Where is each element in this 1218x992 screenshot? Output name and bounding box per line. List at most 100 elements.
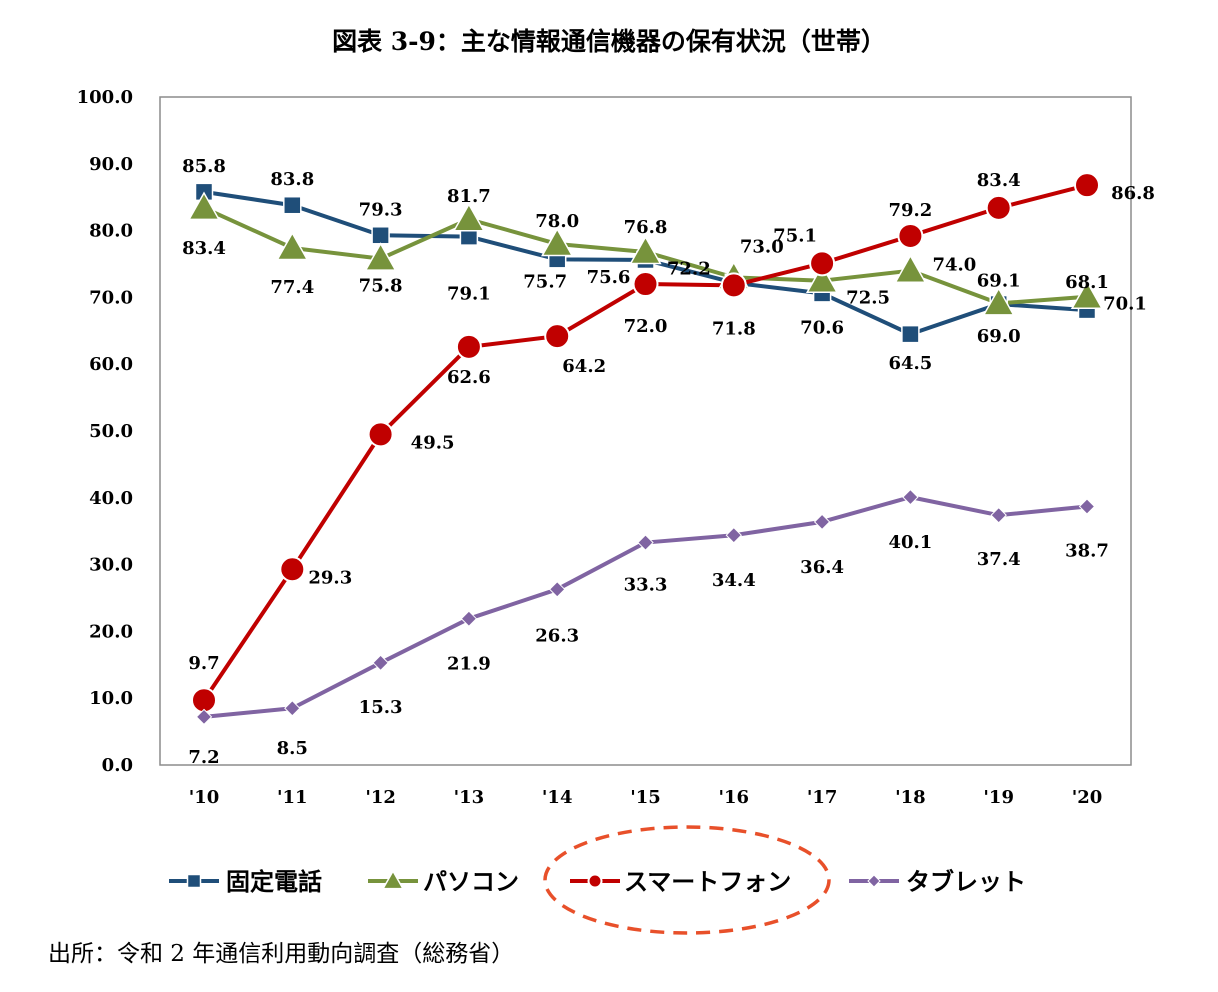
marker-pc bbox=[629, 235, 662, 265]
x-axis: '10 '11 '12 '13 '14 '15 '16 '17 '18 '19 '20 bbox=[189, 787, 1103, 808]
marker-tablet bbox=[990, 506, 1007, 524]
x-tick-label: '20 bbox=[1072, 787, 1103, 808]
data-label: 72.2 bbox=[667, 259, 711, 280]
data-label: 69.0 bbox=[977, 326, 1021, 347]
data-label: 75.8 bbox=[359, 276, 403, 297]
data-label: 40.1 bbox=[888, 532, 932, 553]
data-labels: 85.8 83.8 79.3 79.1 75.7 75.6 72.2 70.6 64.5 69.0… bbox=[182, 156, 1155, 768]
marker-landline bbox=[283, 195, 302, 215]
marker-tablet bbox=[1078, 498, 1096, 515]
marker-pc bbox=[894, 254, 927, 283]
marker-tablet bbox=[902, 488, 919, 506]
data-label: 70.6 bbox=[800, 317, 844, 338]
data-label: 15.3 bbox=[359, 697, 403, 718]
data-label: 79.2 bbox=[888, 200, 932, 221]
data-label: 37.4 bbox=[977, 549, 1021, 570]
data-label: 49.5 bbox=[411, 432, 455, 453]
data-label: 70.1 bbox=[1103, 294, 1147, 315]
data-label: 26.3 bbox=[535, 625, 579, 646]
x-tick-label: '13 bbox=[454, 787, 485, 808]
legend-marker bbox=[587, 873, 603, 889]
chart-title: 図表 3-9：主な情報通信機器の保有状況（世帯） bbox=[332, 27, 886, 56]
data-label: 75.1 bbox=[773, 225, 817, 246]
data-label: 36.4 bbox=[800, 557, 844, 578]
data-label: 64.2 bbox=[562, 356, 606, 377]
data-label: 85.8 bbox=[182, 156, 226, 177]
data-label: 9.7 bbox=[188, 653, 219, 674]
series-markers bbox=[187, 172, 1104, 726]
y-tick-label: 100.0 bbox=[77, 87, 133, 108]
marker-pc bbox=[1070, 280, 1104, 310]
data-label: 8.5 bbox=[277, 738, 308, 759]
series-line-tablet bbox=[203, 495, 1088, 719]
marker-pc bbox=[541, 227, 574, 257]
legend-label: タブレット bbox=[906, 868, 1026, 896]
marker-tablet bbox=[460, 610, 478, 627]
marker-pc bbox=[452, 202, 486, 232]
highlight-ellipse bbox=[543, 825, 831, 935]
marker-pc bbox=[187, 191, 221, 221]
data-label: 73.0 bbox=[740, 236, 784, 257]
marker-landline bbox=[371, 226, 390, 245]
data-label: 72.5 bbox=[846, 288, 890, 309]
data-label: 77.4 bbox=[270, 277, 314, 298]
marker-smartphone bbox=[720, 272, 747, 299]
data-label: 29.3 bbox=[308, 567, 352, 588]
marker-smartphone bbox=[544, 323, 571, 350]
legend-item-pc: パソコン bbox=[368, 868, 519, 896]
legend-label: 固定電話 bbox=[226, 868, 322, 896]
legend-marker bbox=[381, 869, 405, 890]
marker-pc bbox=[805, 264, 839, 293]
data-label: 71.8 bbox=[712, 318, 756, 339]
marker-smartphone bbox=[367, 421, 394, 448]
marker-smartphone bbox=[897, 222, 924, 249]
y-tick-label: 70.0 bbox=[89, 287, 133, 308]
marker-tablet bbox=[548, 581, 566, 598]
data-label: 83.4 bbox=[977, 170, 1021, 191]
data-label: 75.6 bbox=[587, 267, 631, 288]
marker-landline bbox=[901, 324, 920, 344]
legend-label: スマートフォン bbox=[624, 868, 791, 896]
y-tick-label: 10.0 bbox=[89, 688, 133, 709]
plot-area bbox=[159, 96, 1132, 766]
data-label: 34.4 bbox=[712, 570, 756, 591]
legend-marker bbox=[867, 874, 881, 888]
data-label: 72.0 bbox=[624, 316, 668, 337]
data-label: 64.5 bbox=[888, 353, 932, 374]
legend: 固定電話 パソコン スマートフォン タブレット bbox=[169, 825, 1026, 935]
marker-tablet bbox=[195, 708, 213, 726]
data-label: 78.0 bbox=[535, 211, 579, 232]
marker-smartphone bbox=[191, 687, 217, 714]
marker-smartphone bbox=[1074, 172, 1100, 199]
marker-tablet bbox=[725, 527, 743, 544]
legend-item-landline: 固定電話 bbox=[169, 868, 322, 896]
marker-smartphone bbox=[985, 194, 1012, 221]
data-label: 79.1 bbox=[447, 284, 491, 305]
data-label: 79.3 bbox=[359, 199, 403, 220]
data-label: 62.6 bbox=[447, 367, 491, 388]
data-label: 86.8 bbox=[1111, 183, 1155, 204]
marker-tablet bbox=[813, 513, 831, 531]
y-tick-label: 0.0 bbox=[102, 755, 133, 776]
data-label: 21.9 bbox=[447, 654, 491, 675]
x-tick-label: '14 bbox=[542, 787, 573, 808]
x-tick-label: '19 bbox=[983, 787, 1014, 808]
x-tick-label: '17 bbox=[807, 787, 838, 808]
x-tick-label: '18 bbox=[895, 787, 926, 808]
y-tick-label: 20.0 bbox=[89, 621, 133, 642]
data-label: 74.0 bbox=[932, 255, 976, 276]
x-tick-label: '16 bbox=[719, 787, 750, 808]
data-label: 76.8 bbox=[624, 217, 668, 238]
x-tick-label: '11 bbox=[277, 787, 308, 808]
marker-smartphone bbox=[455, 333, 482, 360]
data-label: 7.2 bbox=[188, 747, 219, 768]
marker-smartphone bbox=[632, 271, 659, 298]
y-tick-label: 60.0 bbox=[89, 354, 133, 375]
x-tick-label: '10 bbox=[189, 787, 220, 808]
y-axis: 0.0 10.0 20.0 30.0 40.0 50.0 60.0 70.0 80.0 90.0 1… bbox=[77, 87, 133, 776]
y-tick-label: 30.0 bbox=[89, 555, 133, 576]
legend-item-tablet: タブレット bbox=[849, 868, 1026, 896]
data-label: 33.3 bbox=[624, 575, 668, 596]
y-tick-label: 90.0 bbox=[89, 154, 133, 175]
